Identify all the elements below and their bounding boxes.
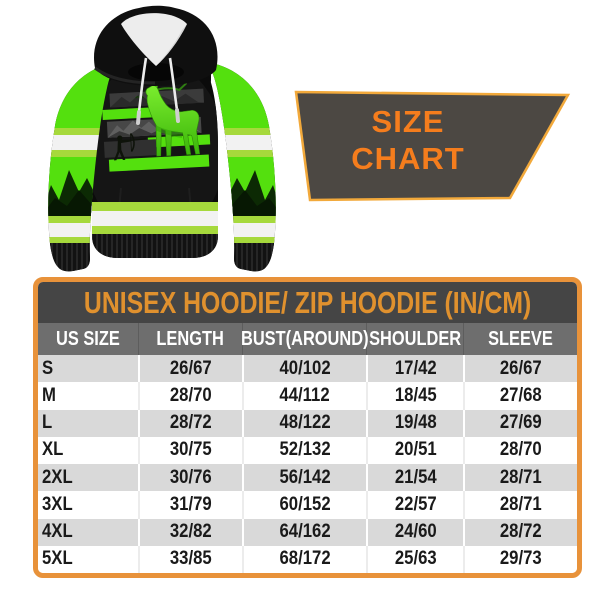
shoulder-cell: 17/42 (366, 355, 463, 383)
size-chart-header-row: US SIZE LENGTH BUST(AROUND) SHOULDER SLE… (38, 323, 577, 355)
shoulder-cell: 25/63 (366, 545, 463, 573)
length-cell: 30/75 (138, 436, 242, 464)
size-chart-body: S 26/67 40/102 17/42 26/67 M 28/70 44/11… (38, 355, 577, 573)
hoodie-illustration (48, 5, 276, 272)
ribbed-hem (92, 234, 218, 258)
banner-ribbon-shape (294, 90, 571, 202)
size-cell: S (42, 357, 54, 379)
bust-cell: 48/122 (242, 409, 366, 437)
body-stripe (92, 211, 218, 226)
sleeve-cell: 27/68 (463, 382, 577, 410)
sleeve-cell: 28/70 (463, 436, 577, 464)
sleeve-cell: 28/71 (463, 464, 577, 492)
size-cell: 5XL (42, 548, 73, 570)
hood-lining (121, 13, 187, 67)
hunter-silhouette (113, 132, 146, 161)
length-cell: 31/79 (138, 491, 242, 519)
column-header-shoulder: SHOULDER (366, 323, 463, 355)
shoulder-cell: 21/54 (366, 464, 463, 492)
length-cell: 33/85 (138, 545, 242, 573)
length-cell: 32/82 (138, 518, 242, 546)
shoulder-cell: 18/45 (366, 382, 463, 410)
shoulder-cell: 24/60 (366, 518, 463, 546)
size-cell: M (42, 384, 56, 406)
column-header-length: LENGTH (138, 323, 242, 355)
sleeve-cell: 29/73 (463, 545, 577, 573)
sleeve-cell: 26/67 (463, 355, 577, 383)
banner-line-size: SIZE (371, 104, 445, 139)
size-cell: 3XL (42, 493, 73, 515)
table-row-4xl: 4XL 32/82 64/162 24/60 28/72 (38, 518, 577, 546)
size-chart-table: UNISEX HOODIE/ ZIP HOODIE (IN/CM) US SIZ… (33, 277, 582, 578)
column-header-bust: BUST(AROUND) (241, 323, 368, 355)
table-row-m: M 28/70 44/112 18/45 27/68 (38, 382, 577, 410)
sleeve-cell: 27/69 (463, 409, 577, 437)
body-stripe (92, 202, 218, 211)
bust-cell: 44/112 (242, 382, 366, 410)
bust-cell: 68/172 (242, 545, 366, 573)
drawstring (136, 57, 180, 125)
sleeve-cell: 28/71 (463, 491, 577, 519)
banner-text: SIZE CHART (320, 103, 496, 177)
table-row-s: S 26/67 40/102 17/42 26/67 (38, 355, 577, 383)
length-cell: 28/70 (138, 382, 242, 410)
hood (94, 5, 218, 125)
table-row-xl: XL 30/75 52/132 20/51 28/70 (38, 436, 577, 464)
bust-cell: 52/132 (242, 436, 366, 464)
bust-cell: 60/152 (242, 491, 366, 519)
size-cell: 2XL (42, 466, 73, 488)
banner-line-chart: CHART (351, 141, 465, 176)
size-chart-title-bar: UNISEX HOODIE/ ZIP HOODIE (IN/CM) (38, 282, 577, 323)
sleeve-cell: 28/72 (463, 518, 577, 546)
shoulder-cell: 19/48 (366, 409, 463, 437)
bust-cell: 40/102 (242, 355, 366, 383)
size-cell: 4XL (42, 521, 73, 543)
hoodie-body (92, 68, 218, 258)
size-chart-title: UNISEX HOODIE/ ZIP HOODIE (IN/CM) (83, 284, 532, 320)
size-cell: XL (42, 439, 64, 461)
column-header-sleeve: SLEEVE (463, 323, 577, 355)
table-row-3xl: 3XL 31/79 60/152 22/57 28/71 (38, 491, 577, 519)
hoodie-product-photo (15, 0, 295, 275)
column-header-us-size: US SIZE (56, 327, 120, 350)
length-cell: 26/67 (138, 355, 242, 383)
shoulder-cell: 20/51 (366, 436, 463, 464)
table-row-5xl: 5XL 33/85 68/172 25/63 29/73 (38, 545, 577, 573)
shoulder-cell: 22/57 (366, 491, 463, 519)
size-cell: L (42, 412, 53, 434)
bust-cell: 64/162 (242, 518, 366, 546)
bust-cell: 56/142 (242, 464, 366, 492)
length-cell: 28/72 (138, 409, 242, 437)
size-chart-banner: SIZE CHART (286, 86, 578, 208)
table-row-l: L 28/72 48/122 19/48 27/69 (38, 409, 577, 437)
length-cell: 30/76 (138, 464, 242, 492)
body-stripe (92, 226, 218, 234)
table-row-2xl: 2XL 30/76 56/142 21/54 28/71 (38, 464, 577, 492)
